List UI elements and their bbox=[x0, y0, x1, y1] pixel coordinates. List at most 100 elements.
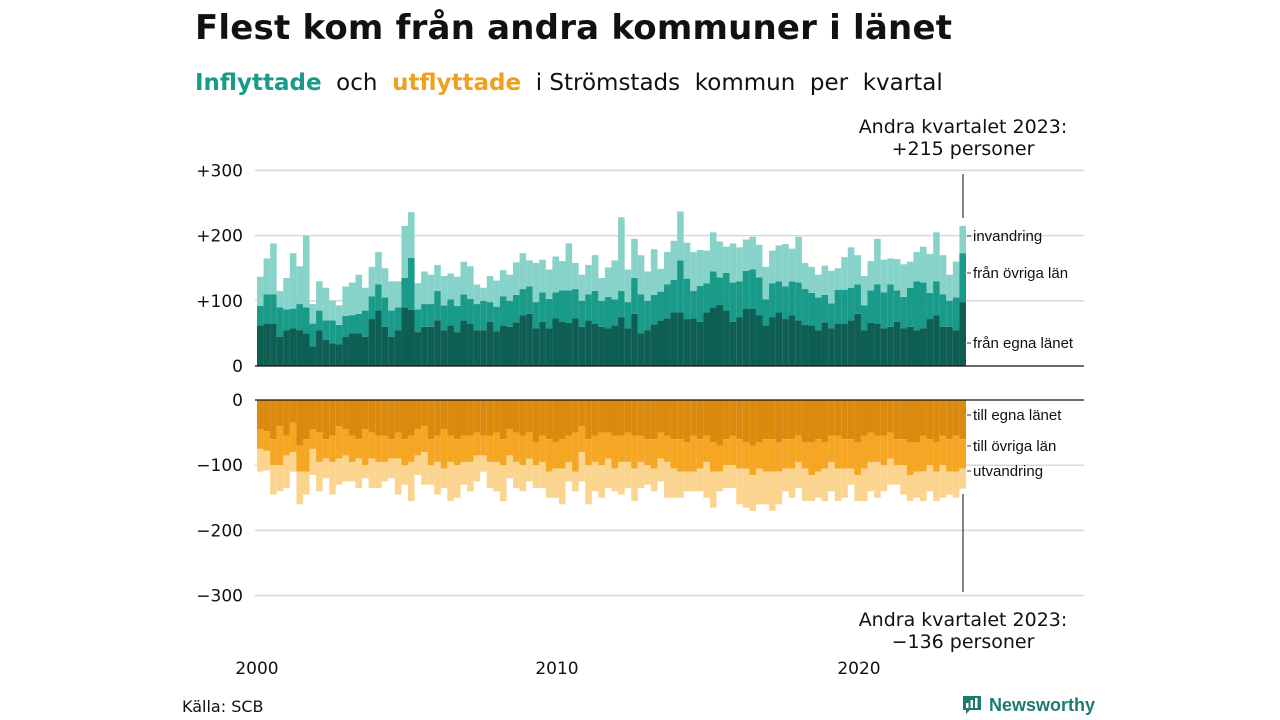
bar-inflow-ovriga-lan bbox=[407, 257, 415, 310]
bar-outflow-egna-lanet bbox=[434, 400, 441, 436]
bar-outflow-ovriga-lan bbox=[769, 439, 776, 472]
bar-inflow-invandring bbox=[670, 240, 678, 280]
bar-inflow-ovriga-lan bbox=[302, 307, 310, 334]
bar-outflow-utvandring bbox=[782, 468, 789, 492]
bar-inflow-invandring bbox=[683, 242, 691, 279]
bar-outflow-ovriga-lan bbox=[880, 435, 888, 466]
bar-outflow-egna-lanet bbox=[414, 400, 422, 430]
bar-outflow-utvandring bbox=[880, 465, 888, 492]
bar-inflow-ovriga-lan bbox=[440, 305, 448, 331]
bar-inflow-egna-lanet bbox=[263, 323, 271, 366]
bar-inflow-invandring bbox=[414, 283, 422, 310]
bar-inflow-invandring bbox=[821, 265, 829, 295]
annotations: Andra kvartalet 2023: +215 personer Andr… bbox=[859, 116, 1068, 653]
bar-outflow-utvandring bbox=[480, 455, 487, 472]
bar-outflow-ovriga-lan bbox=[670, 439, 678, 469]
bar-outflow-ovriga-lan bbox=[690, 435, 697, 472]
bar-outflow-utvandring bbox=[401, 465, 409, 485]
bar-outflow-ovriga-lan bbox=[874, 435, 881, 462]
bar-inflow-ovriga-lan bbox=[808, 292, 816, 326]
bar-outflow-egna-lanet bbox=[913, 400, 921, 443]
bar-outflow-utvandring bbox=[637, 461, 645, 489]
bar-inflow-invandring bbox=[664, 251, 671, 285]
bar-inflow-egna-lanet bbox=[696, 321, 704, 366]
bar-outflow-egna-lanet bbox=[342, 400, 349, 430]
bar-inflow-invandring bbox=[342, 286, 349, 316]
bar-inflow-ovriga-lan bbox=[519, 289, 527, 316]
bar-inflow-egna-lanet bbox=[440, 330, 448, 366]
bar-outflow-egna-lanet bbox=[270, 400, 277, 440]
bar-outflow-utvandring bbox=[887, 458, 894, 485]
bar-outflow-utvandring bbox=[736, 468, 743, 505]
bar-outflow-ovriga-lan bbox=[283, 435, 290, 456]
bar-outflow-egna-lanet bbox=[926, 400, 934, 440]
bar-inflow-invandring bbox=[854, 255, 861, 285]
brand-logo[interactable]: Newsworthy bbox=[961, 694, 1095, 716]
bar-inflow-egna-lanet bbox=[493, 331, 500, 366]
bar-inflow-egna-lanet bbox=[729, 321, 737, 366]
bar-inflow-egna-lanet bbox=[946, 326, 953, 366]
bar-outflow-utvandring bbox=[532, 465, 540, 489]
bar-outflow-utvandring bbox=[552, 468, 559, 498]
bar-outflow-egna-lanet bbox=[755, 400, 763, 443]
bar-inflow-invandring bbox=[742, 239, 750, 271]
bar-outflow-ovriga-lan bbox=[604, 432, 612, 459]
bar-inflow-egna-lanet bbox=[539, 321, 546, 366]
bar-inflow-egna-lanet bbox=[657, 320, 665, 366]
bar-inflow-invandring bbox=[316, 281, 323, 311]
bar-outflow-ovriga-lan bbox=[709, 442, 717, 472]
bar-inflow-invandring bbox=[427, 274, 435, 305]
bar-outflow-egna-lanet bbox=[631, 400, 638, 436]
bar-inflow-egna-lanet bbox=[532, 328, 540, 366]
bar-outflow-egna-lanet bbox=[309, 400, 317, 430]
bar-outflow-egna-lanet bbox=[394, 400, 402, 433]
bar-inflow-egna-lanet bbox=[887, 326, 894, 366]
bar-outflow-ovriga-lan bbox=[814, 439, 822, 472]
bar-outflow-egna-lanet bbox=[683, 400, 691, 443]
bar-inflow-ovriga-lan bbox=[913, 281, 921, 331]
series-label-outflow: till övriga län bbox=[973, 438, 1056, 455]
bar-outflow-ovriga-lan bbox=[644, 439, 651, 466]
bar-inflow-egna-lanet bbox=[874, 323, 881, 366]
bar-inflow-egna-lanet bbox=[545, 328, 553, 366]
bar-outflow-ovriga-lan bbox=[263, 431, 271, 451]
bar-inflow-invandring bbox=[572, 262, 579, 290]
bar-outflow-ovriga-lan bbox=[578, 426, 586, 453]
bar-inflow-ovriga-lan bbox=[683, 278, 691, 320]
bar-inflow-egna-lanet bbox=[309, 346, 317, 366]
bar-outflow-egna-lanet bbox=[952, 400, 960, 436]
bar-outflow-utvandring bbox=[526, 458, 533, 482]
bar-outflow-ovriga-lan bbox=[847, 439, 855, 469]
bar-outflow-egna-lanet bbox=[558, 400, 566, 440]
bar-inflow-invandring bbox=[834, 268, 842, 290]
bar-inflow-egna-lanet bbox=[506, 326, 514, 366]
bar-outflow-ovriga-lan bbox=[519, 435, 527, 466]
bar-inflow-egna-lanet bbox=[329, 343, 336, 366]
bar-inflow-ovriga-lan bbox=[736, 281, 743, 318]
bar-outflow-ovriga-lan bbox=[755, 442, 763, 469]
bar-inflow-invandring bbox=[887, 258, 894, 285]
bar-inflow-invandring bbox=[421, 271, 428, 305]
bar-inflow-egna-lanet bbox=[709, 307, 717, 366]
bar-inflow-egna-lanet bbox=[959, 302, 966, 366]
bar-outflow-utvandring bbox=[473, 455, 481, 482]
bar-inflow-egna-lanet bbox=[342, 336, 349, 366]
bar-inflow-invandring bbox=[801, 262, 809, 290]
bar-outflow-egna-lanet bbox=[335, 400, 343, 427]
bar-outflow-ovriga-lan bbox=[486, 435, 494, 462]
bar-outflow-egna-lanet bbox=[946, 400, 953, 440]
bar-inflow-egna-lanet bbox=[598, 326, 605, 366]
annotation-bottom-line1: Andra kvartalet 2023: bbox=[859, 609, 1068, 631]
bar-outflow-utvandring bbox=[920, 471, 927, 502]
bar-inflow-ovriga-lan bbox=[493, 306, 500, 332]
bar-outflow-ovriga-lan bbox=[539, 435, 546, 462]
bar-inflow-ovriga-lan bbox=[814, 297, 822, 331]
bar-outflow-utvandring bbox=[677, 471, 684, 498]
bar-inflow-invandring bbox=[545, 269, 553, 299]
bar-inflow-ovriga-lan bbox=[480, 300, 487, 331]
bar-inflow-invandring bbox=[624, 269, 632, 303]
bar-outflow-egna-lanet bbox=[762, 400, 770, 440]
bar-inflow-egna-lanet bbox=[447, 325, 454, 366]
bar-outflow-utvandring bbox=[834, 468, 842, 502]
bar-outflow-utvandring bbox=[453, 465, 461, 498]
